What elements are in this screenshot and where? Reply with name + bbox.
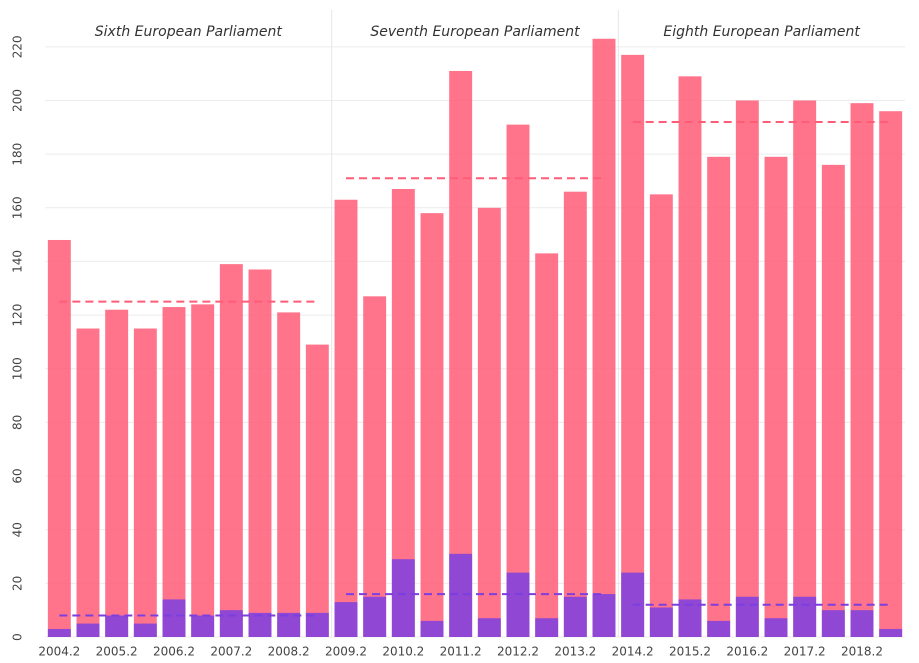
bar	[248, 269, 272, 637]
bar	[649, 194, 673, 637]
x-tick-label: 2012.2	[497, 645, 539, 659]
bar	[449, 553, 473, 637]
bar	[391, 559, 415, 637]
bar	[420, 213, 444, 637]
x-tick-label: 2008.2	[268, 645, 310, 659]
y-tick-label: 60	[11, 468, 25, 483]
bar	[592, 594, 616, 637]
y-tick-label: 160	[11, 196, 25, 219]
x-tick-label: 2004.2	[38, 645, 80, 659]
bar	[363, 296, 387, 637]
bar	[821, 610, 845, 637]
x-tick-label: 2010.2	[382, 645, 424, 659]
bar	[477, 618, 501, 637]
bar	[133, 328, 157, 637]
bar	[535, 253, 559, 637]
bar	[162, 307, 186, 637]
bar	[219, 264, 243, 637]
bar	[592, 38, 616, 637]
bar	[793, 100, 817, 637]
bar	[793, 596, 817, 637]
bar	[105, 615, 129, 637]
y-tick-label: 0	[11, 633, 25, 641]
y-tick-label: 200	[11, 89, 25, 112]
bar	[506, 572, 530, 637]
bar	[191, 304, 215, 637]
bar	[47, 239, 71, 637]
bar	[563, 596, 587, 637]
bar	[735, 100, 759, 637]
bar	[47, 628, 71, 637]
bar	[105, 309, 129, 637]
bar	[707, 156, 731, 637]
bar	[764, 618, 788, 637]
x-tick-label: 2018.2	[841, 645, 883, 659]
bar	[535, 618, 559, 637]
bar	[277, 312, 301, 637]
bar	[821, 164, 845, 637]
bar	[621, 54, 645, 638]
bar	[363, 596, 387, 637]
x-tick-label: 2005.2	[96, 645, 138, 659]
x-tick-label: 2011.2	[440, 645, 482, 659]
bar	[191, 615, 215, 637]
x-tick-label: 2017.2	[784, 645, 826, 659]
bar	[879, 111, 903, 638]
bar	[305, 344, 329, 637]
x-tick-label: 2007.2	[210, 645, 252, 659]
period-title: Sixth European Parliament	[95, 24, 283, 40]
y-tick-label: 40	[11, 522, 25, 537]
bar	[76, 623, 100, 637]
bar	[334, 602, 358, 637]
period-title: Eighth European Parliament	[663, 24, 860, 40]
y-tick-label: 80	[11, 415, 25, 430]
y-tick-label: 100	[11, 357, 25, 380]
bar	[850, 103, 874, 637]
y-tick-label: 220	[11, 35, 25, 58]
period-title: Seventh European Parliament	[370, 24, 580, 40]
x-tick-label: 2015.2	[669, 645, 711, 659]
bar	[850, 610, 874, 637]
bar	[563, 191, 587, 637]
bar	[133, 623, 157, 637]
bar	[449, 70, 473, 638]
bar	[420, 620, 444, 637]
x-tick-label: 2014.2	[612, 645, 654, 659]
bar	[477, 207, 501, 638]
x-tick-label: 2009.2	[325, 645, 367, 659]
bar	[678, 76, 702, 638]
x-tick-label: 2016.2	[726, 645, 768, 659]
bar	[506, 124, 530, 637]
bar	[707, 620, 731, 637]
bar	[76, 328, 100, 637]
bar	[305, 612, 329, 637]
bar	[248, 612, 272, 637]
bar	[879, 628, 903, 637]
x-tick-label: 2006.2	[153, 645, 195, 659]
bar	[764, 156, 788, 637]
x-tick-label: 2013.2	[554, 645, 596, 659]
bar	[649, 607, 673, 637]
bar	[391, 189, 415, 638]
y-tick-label: 180	[11, 143, 25, 166]
bar	[162, 599, 186, 637]
bar	[277, 612, 301, 637]
bar	[735, 596, 759, 637]
bar	[678, 599, 702, 637]
y-tick-label: 120	[11, 304, 25, 327]
y-tick-label: 140	[11, 250, 25, 273]
bar	[219, 610, 243, 637]
y-tick-label: 20	[11, 576, 25, 591]
bar	[334, 199, 358, 637]
